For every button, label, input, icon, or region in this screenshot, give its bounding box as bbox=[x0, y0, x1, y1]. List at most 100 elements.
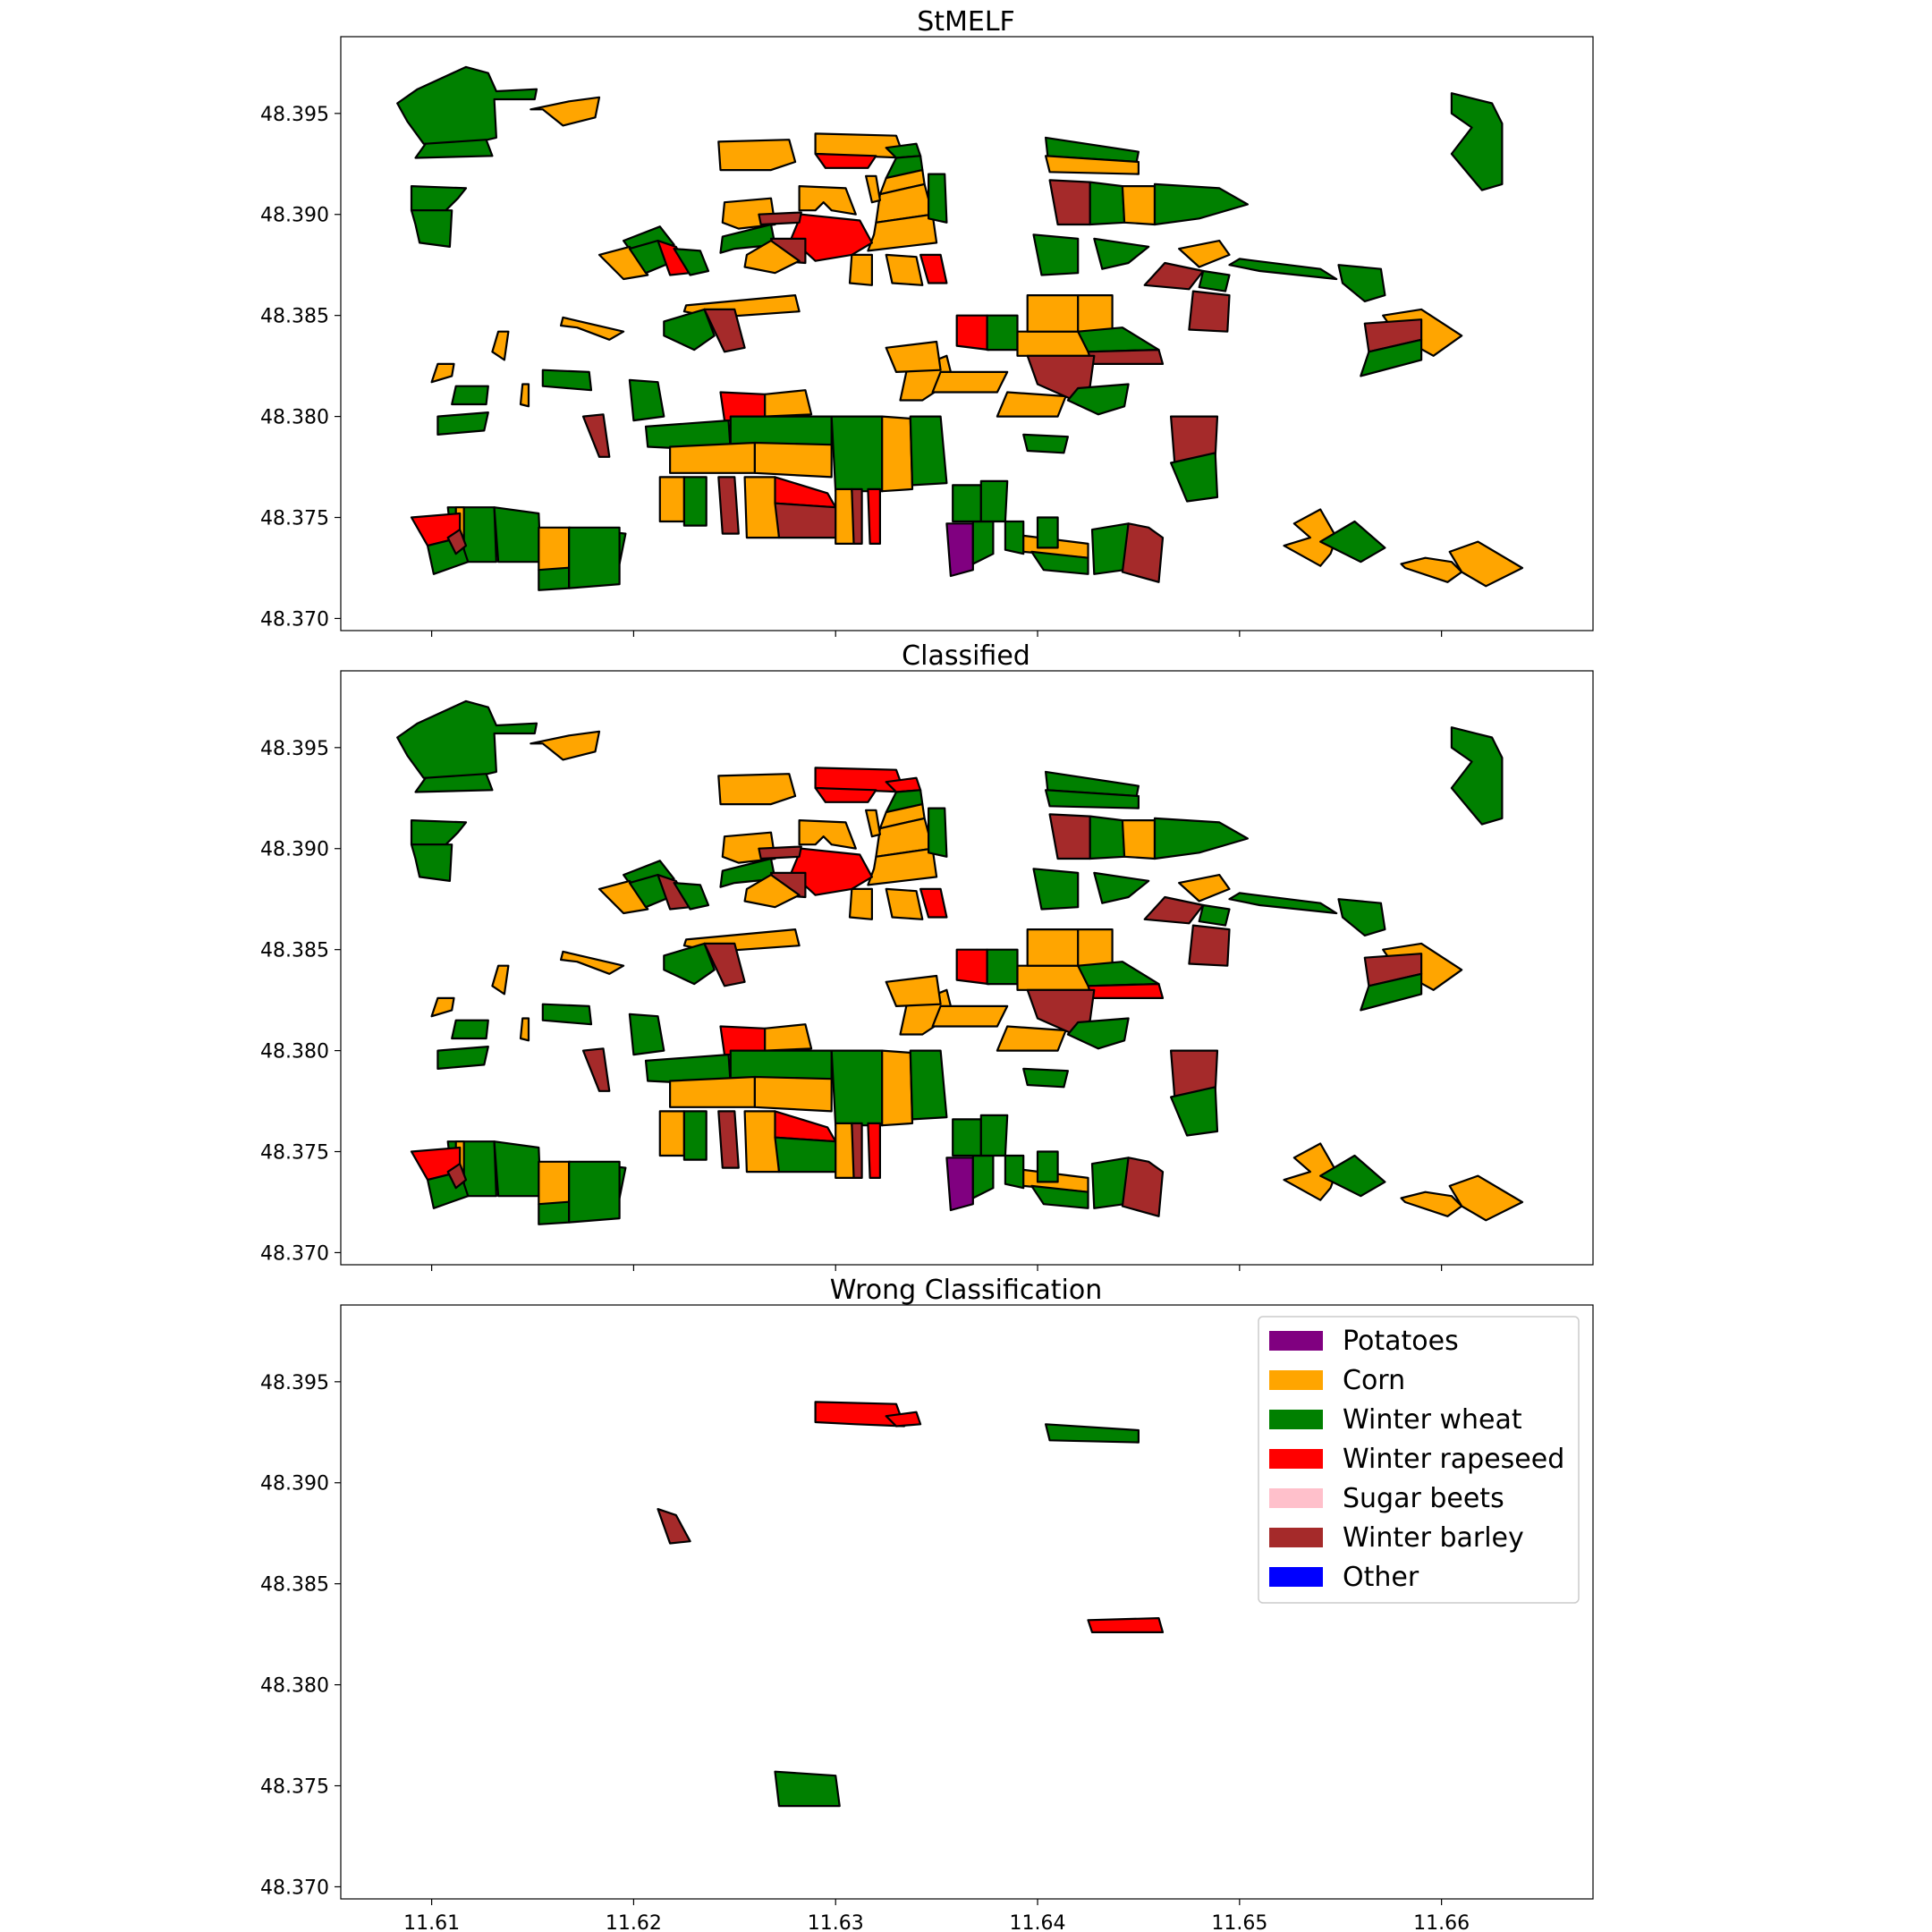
x-tick-label: 11.66 bbox=[1413, 1912, 1470, 1932]
field-corn bbox=[867, 213, 938, 252]
field-winter-wheat bbox=[436, 1045, 489, 1071]
field-winter-barley bbox=[758, 211, 802, 226]
field-winter-wheat bbox=[1228, 892, 1338, 915]
field-winter-barley bbox=[1121, 1157, 1165, 1217]
field-winter-wheat bbox=[774, 1136, 841, 1174]
field-winter-wheat bbox=[1198, 903, 1231, 927]
field-corn bbox=[559, 316, 625, 341]
field-winter-wheat bbox=[493, 1140, 542, 1198]
field-winter-barley bbox=[1188, 290, 1231, 333]
panel-wrong-classification: Wrong Classification 48.370 48.375 48.380 4… bbox=[260, 1275, 1594, 1932]
field-corn bbox=[530, 730, 601, 761]
field-winter-barley bbox=[703, 942, 746, 987]
y-tick-label: 48.370 bbox=[260, 608, 329, 631]
field-corn bbox=[597, 879, 649, 915]
field-winter-rapeseed bbox=[774, 1110, 837, 1143]
y-tick-label: 48.385 bbox=[260, 306, 329, 328]
field-winter-barley bbox=[1121, 522, 1165, 583]
field-corn bbox=[430, 996, 455, 1018]
y-tick-label: 48.380 bbox=[260, 1041, 329, 1063]
field-winter-wheat bbox=[663, 942, 716, 986]
field-winter-wheat bbox=[410, 185, 468, 212]
field-winter-wheat bbox=[1044, 1423, 1140, 1444]
field-winter-barley bbox=[703, 308, 746, 353]
legend-swatch-sugar-beets bbox=[1269, 1488, 1323, 1508]
legend-label-corn: Corn bbox=[1343, 1365, 1405, 1396]
field-corn bbox=[885, 253, 924, 286]
field-corn bbox=[1077, 294, 1114, 333]
field-winter-wheat bbox=[1022, 1067, 1070, 1089]
field-corn bbox=[559, 950, 625, 975]
field-winter-barley bbox=[1048, 179, 1091, 226]
field-winter-wheat bbox=[1319, 520, 1386, 564]
field-winter-wheat bbox=[1089, 181, 1126, 226]
field-corn bbox=[881, 1049, 914, 1127]
field-winter-wheat bbox=[414, 139, 494, 159]
field-winter-wheat bbox=[410, 818, 468, 846]
field-winter-wheat bbox=[396, 65, 538, 145]
field-corn bbox=[519, 383, 530, 408]
field-corn bbox=[753, 441, 833, 479]
field-winter-rapeseed bbox=[919, 887, 948, 919]
field-winter-barley bbox=[1143, 895, 1205, 925]
field-winter-wheat bbox=[673, 881, 710, 911]
x-tick-label: 11.65 bbox=[1211, 1912, 1267, 1932]
field-corn bbox=[867, 847, 938, 886]
y-tick-label: 48.370 bbox=[260, 1242, 329, 1265]
panel-title-wrong-classification: Wrong Classification bbox=[830, 1275, 1102, 1306]
axes-frame bbox=[340, 670, 1594, 1266]
legend-swatch-winter-wheat bbox=[1269, 1410, 1323, 1429]
legend-swatch-winter-barley bbox=[1269, 1528, 1323, 1547]
field-winter-wheat bbox=[1169, 1086, 1219, 1137]
field-corn bbox=[798, 185, 857, 216]
field-winter-wheat bbox=[1036, 516, 1059, 549]
y-tick-label: 48.375 bbox=[260, 1142, 329, 1165]
field-winter-wheat bbox=[541, 1003, 593, 1026]
field-winter-wheat bbox=[1004, 520, 1025, 555]
legend-label-other: Other bbox=[1343, 1562, 1419, 1593]
field-winter-rapeseed bbox=[885, 1411, 922, 1428]
field-winter-wheat bbox=[410, 209, 453, 248]
field-winter-rapeseed bbox=[814, 152, 877, 169]
field-winter-wheat bbox=[1450, 726, 1504, 826]
legend-label-potatoes: Potatoes bbox=[1343, 1326, 1459, 1357]
field-winter-rapeseed bbox=[867, 1122, 882, 1180]
field-corn bbox=[798, 818, 857, 850]
field-winter-wheat bbox=[1153, 182, 1250, 226]
field-winter-wheat bbox=[986, 948, 1019, 986]
field-winter-wheat bbox=[493, 506, 542, 564]
field-corn bbox=[530, 96, 601, 127]
y-tick-label: 48.390 bbox=[260, 839, 329, 861]
field-corn bbox=[1448, 1174, 1524, 1222]
field-corn bbox=[1077, 928, 1114, 967]
x-tick-label: 11.63 bbox=[808, 1912, 864, 1932]
y-tick-label: 48.390 bbox=[260, 205, 329, 227]
field-corn bbox=[864, 809, 882, 838]
field-winter-wheat bbox=[1360, 972, 1423, 1012]
field-corn bbox=[881, 415, 914, 493]
field-winter-wheat bbox=[1022, 433, 1070, 454]
field-corn bbox=[1400, 556, 1463, 583]
field-winter-wheat bbox=[1077, 326, 1160, 353]
y-tick-label: 48.395 bbox=[260, 738, 329, 760]
field-corn bbox=[743, 240, 801, 275]
field-winter-wheat bbox=[979, 1114, 1009, 1157]
field-winter-wheat bbox=[971, 1154, 995, 1199]
field-corn bbox=[743, 476, 781, 539]
field-corn bbox=[764, 1023, 813, 1052]
field-winter-wheat bbox=[830, 415, 884, 493]
field-winter-wheat bbox=[1153, 817, 1250, 860]
field-corn bbox=[931, 1004, 1009, 1028]
field-winter-barley bbox=[851, 1122, 863, 1180]
field-winter-rapeseed bbox=[867, 487, 882, 546]
field-corn bbox=[668, 441, 757, 474]
field-winter-wheat bbox=[971, 520, 995, 565]
y-tick-label: 48.375 bbox=[260, 508, 329, 530]
field-winter-wheat bbox=[628, 1013, 665, 1056]
field-potatoes bbox=[945, 1157, 974, 1212]
legend-label-winter-wheat: Winter wheat bbox=[1343, 1404, 1522, 1436]
field-winter-wheat bbox=[1319, 1154, 1386, 1198]
field-winter-barley bbox=[1087, 349, 1165, 365]
panel-classified: Classified 48.370 48.375 48.380 48.385 48.39… bbox=[260, 640, 1594, 1271]
legend-swatch-potatoes bbox=[1269, 1331, 1323, 1351]
